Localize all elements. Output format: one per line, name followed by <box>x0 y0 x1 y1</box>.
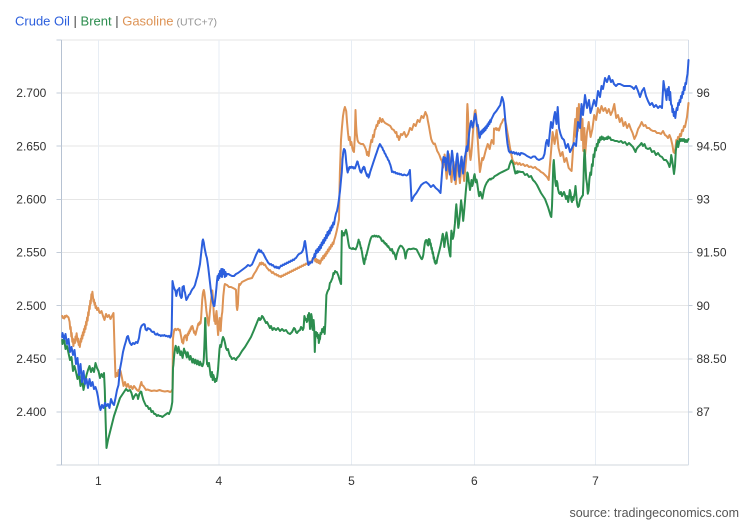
svg-text:88.50: 88.50 <box>697 352 727 366</box>
svg-text:93: 93 <box>697 193 711 207</box>
svg-text:87: 87 <box>697 405 711 419</box>
svg-text:4: 4 <box>215 474 222 488</box>
svg-text:2.600: 2.600 <box>16 193 46 207</box>
svg-text:90: 90 <box>697 299 711 313</box>
svg-text:2.400: 2.400 <box>16 405 46 419</box>
svg-text:2.450: 2.450 <box>16 352 46 366</box>
svg-text:2.650: 2.650 <box>16 139 46 153</box>
svg-text:2.500: 2.500 <box>16 299 46 313</box>
svg-text:91.50: 91.50 <box>697 246 727 260</box>
svg-text:Crude Oil | Brent | Gasoline (: Crude Oil | Brent | Gasoline (UTC+7) <box>15 14 217 29</box>
svg-text:5: 5 <box>348 474 355 488</box>
svg-text:94.50: 94.50 <box>697 139 727 153</box>
svg-text:6: 6 <box>471 474 478 488</box>
svg-text:source: tradingeconomics.com: source: tradingeconomics.com <box>569 506 739 520</box>
svg-text:7: 7 <box>592 474 599 488</box>
svg-text:2.550: 2.550 <box>16 246 46 260</box>
svg-text:2.700: 2.700 <box>16 86 46 100</box>
svg-text:96: 96 <box>697 86 711 100</box>
svg-text:1: 1 <box>95 474 102 488</box>
